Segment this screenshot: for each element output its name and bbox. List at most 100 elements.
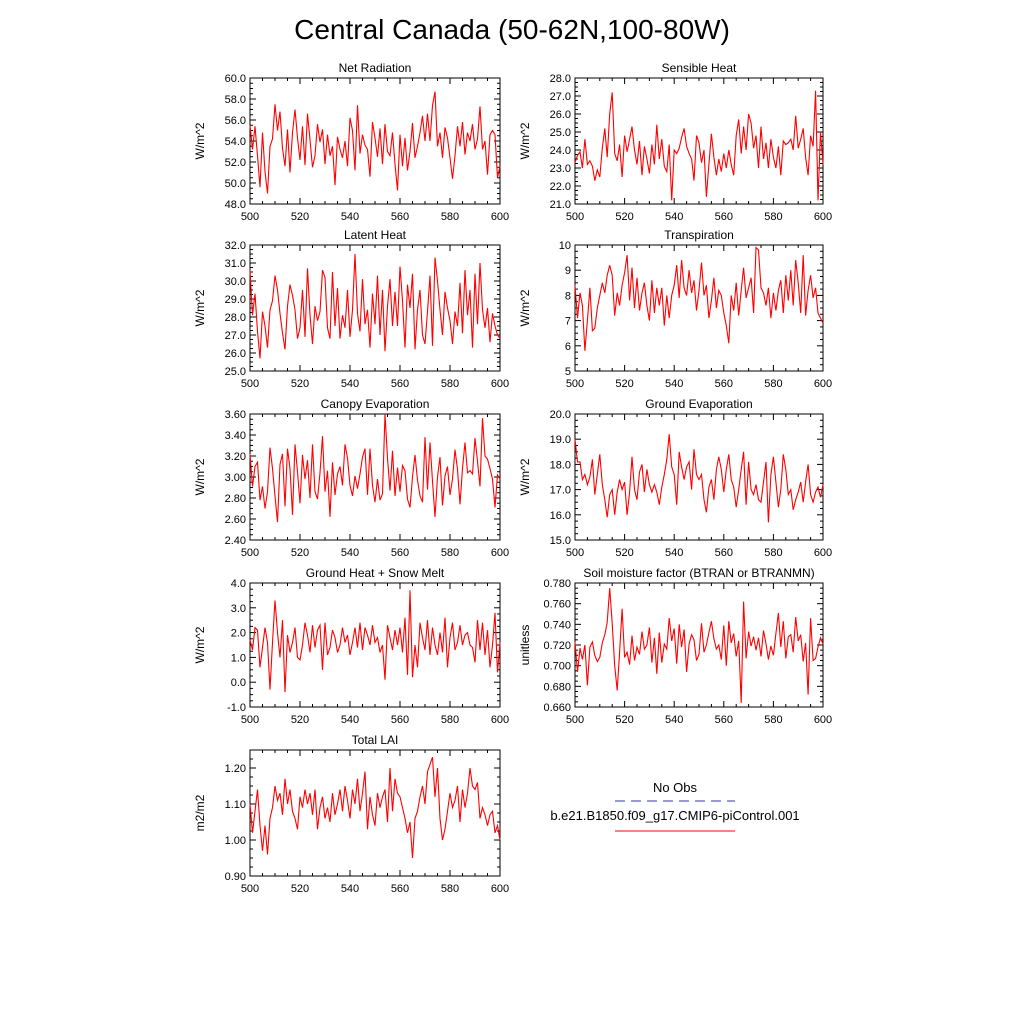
y-tick-label: 58.0 [225,94,246,106]
y-tick-label: 3.00 [225,472,246,484]
y-tick-label: 8 [565,290,571,302]
y-tick-label: 60.0 [225,73,246,85]
x-tick-label: 580 [441,378,459,390]
x-tick-label: 500 [241,547,259,559]
x-tick-label: 580 [441,714,459,726]
legend-entry-label: b.e21.B1850.f09_g17.CMIP6-piControl.001 [550,808,799,823]
y-tick-label: 0.90 [225,871,246,883]
x-tick-label: 560 [391,883,409,895]
x-tick-label: 500 [566,547,584,559]
plot-frame [574,413,824,541]
x-tick-label: 600 [491,883,509,895]
chart-panel-7: 500 520 540 560 580 600 -1.0 0.0 1.0 2.0 3.0 4.0 Gro… [193,566,509,726]
y-tick-label: 18.0 [550,459,571,471]
y-tick-label: 19.0 [550,434,571,446]
y-tick-label: 17.0 [550,485,571,497]
x-tick-label: 580 [441,547,459,559]
plot-frame [249,413,501,541]
x-tick-label: 560 [715,378,733,390]
y-tick-label: 2.40 [225,535,246,547]
x-tick-label: 500 [241,211,259,223]
plot-frame [574,244,824,372]
x-tick-label: 520 [291,211,309,223]
x-tick-label: 520 [615,547,633,559]
panel-title: Sensible Heat [662,61,737,75]
x-tick-label: 560 [391,211,409,223]
x-tick-label: 600 [814,378,832,390]
x-tick-label: 600 [814,714,832,726]
y-tick-label: 21.0 [550,199,571,211]
y-tick-label: 0.720 [543,640,571,652]
x-tick-label: 560 [391,714,409,726]
y-tick-label: 2.0 [231,628,246,640]
y-tick-label: 50.0 [225,178,246,190]
y-tick-label: 6 [565,341,571,353]
series-line [249,590,501,693]
chart-panel-4: 500 520 540 560 580 600 5 6 7 8 9 10 Transpiration W/… [518,228,832,390]
panel-title: Latent Heat [344,228,407,242]
y-tick-label: 7 [565,316,571,328]
x-tick-label: 520 [615,714,633,726]
panel-title: Ground Evaporation [645,397,752,411]
series-line [249,413,501,523]
series-line [249,253,501,359]
y-tick-label: 16.0 [550,510,571,522]
x-tick-label: 540 [341,378,359,390]
y-tick-label: 0.660 [543,702,571,714]
x-tick-label: 580 [441,211,459,223]
y-tick-label: 3.20 [225,451,246,463]
x-tick-label: 560 [715,211,733,223]
y-tick-label: 27.0 [550,91,571,103]
y-tick-label: 24.0 [550,145,571,157]
page-title: Central Canada (50-62N,100-80W) [294,14,730,45]
x-tick-label: 560 [391,378,409,390]
y-tick-label: 0.0 [231,677,246,689]
series-line [574,588,824,703]
y-axis-label: W/m^2 [518,458,532,495]
x-tick-label: 560 [715,714,733,726]
x-tick-label: 500 [241,378,259,390]
x-tick-label: 540 [665,547,683,559]
chart-panel-1: 500 520 540 560 580 600 48.0 50.0 52.0 54.0 56.0 58… [193,61,509,223]
panel-title: Net Radiation [339,61,412,75]
y-tick-label: 48.0 [225,199,246,211]
x-tick-label: 500 [566,211,584,223]
y-tick-label: 27.0 [225,330,246,342]
x-tick-label: 580 [764,378,782,390]
x-tick-label: 500 [241,883,259,895]
y-tick-label: 29.0 [225,294,246,306]
x-tick-label: 580 [764,714,782,726]
panel-title: Total LAI [352,733,399,747]
y-tick-label: 10 [559,240,571,252]
x-tick-label: 600 [814,211,832,223]
x-tick-label: 540 [665,378,683,390]
y-tick-label: 2.80 [225,493,246,505]
x-tick-label: 500 [241,714,259,726]
panel-title: Transpiration [664,228,734,242]
y-tick-label: 1.0 [231,652,246,664]
y-tick-label: 26.0 [225,348,246,360]
chart-panel-6: 500 520 540 560 580 600 15.0 16.0 17.0 18.0 19.0 20… [518,397,832,559]
x-tick-label: 600 [491,378,509,390]
series-line [249,757,501,859]
y-tick-label: 3.0 [231,603,246,615]
x-tick-label: 600 [491,211,509,223]
chart-panel-2: 500 520 540 560 580 600 21.0 22.0 23.0 24.0 25.0 26… [518,61,832,223]
x-tick-label: 540 [341,547,359,559]
chart-panel-9: 500 520 540 560 580 600 0.90 1.00 1.10 1.20 Total … [193,733,509,895]
y-tick-label: 0.680 [543,681,571,693]
legend: No Obs b.e21.B1850.f09_g17.CMIP6-piContro… [550,780,800,832]
x-tick-label: 520 [291,378,309,390]
x-tick-label: 560 [391,547,409,559]
y-tick-label: 28.0 [550,73,571,85]
y-axis-label: W/m^2 [193,289,207,326]
y-tick-label: 22.0 [550,181,571,193]
series-line [574,434,824,523]
y-axis-label: unitless [518,625,532,666]
x-tick-label: 540 [665,211,683,223]
x-tick-label: 560 [715,547,733,559]
y-tick-label: 2.60 [225,514,246,526]
x-tick-label: 500 [566,714,584,726]
y-tick-label: 4.0 [231,578,246,590]
chart-panel-5: 500 520 540 560 580 600 2.40 2.60 2.80 3.00 3.20 3.… [193,397,509,559]
